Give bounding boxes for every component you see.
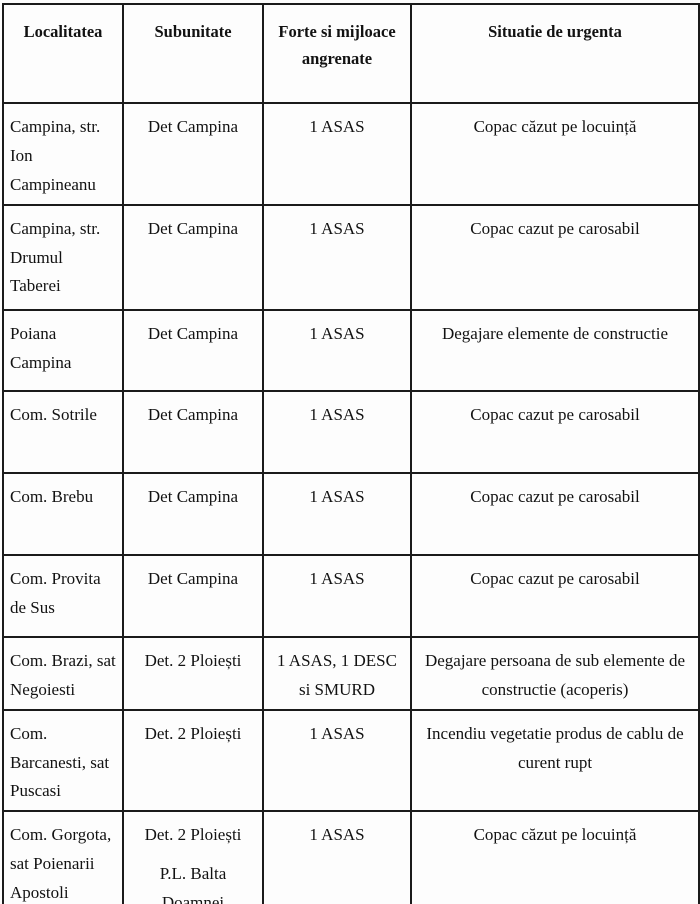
table-row: Com. Sotrile Det Campina 1 ASAS Copac ca… <box>2 389 700 474</box>
cell-forte: 1 ASAS <box>262 553 412 638</box>
emergency-situations-table: Localitatea Subunitate Forte si mijloace… <box>2 3 700 904</box>
cell-subunitate: Det. 2 Ploiești P.L. Balta Doamnei <box>122 810 264 904</box>
cell-localitate: Poiana Campina <box>2 308 124 392</box>
cell-situatie: Copac cazut pe carosabil <box>410 553 700 638</box>
header-forte-mijloace: Forte si mijloace angrenate <box>262 3 412 104</box>
cell-forte: 1 ASAS <box>262 389 412 474</box>
cell-forte: 1 ASAS <box>262 708 412 813</box>
cell-situatie: Degajare persoana de sub elemente de con… <box>410 635 700 711</box>
cell-situatie: Copac cazut pe carosabil <box>410 203 700 311</box>
cell-situatie: Incendiu vegetatie produs de cablu de cu… <box>410 708 700 813</box>
cell-forte: 1 ASAS <box>262 471 412 556</box>
cell-situatie: Degajare elemente de constructie <box>410 308 700 392</box>
cell-localitate: Com. Sotrile <box>2 389 124 474</box>
cell-subunitate: Det Campina <box>122 389 264 474</box>
table-row: Campina, str. Drumul Taberei Det Campina… <box>2 203 700 311</box>
table-row: Com. Provita de Sus Det Campina 1 ASAS C… <box>2 553 700 638</box>
table-row: Com. Brazi, sat Negoiesti Det. 2 Ploieșt… <box>2 635 700 711</box>
cell-localitate: Campina, str. Drumul Taberei <box>2 203 124 311</box>
cell-localitate: Com. Gorgota, sat Poienarii Apostoli <box>2 810 124 904</box>
table-row: Campina, str. Ion Campineanu Det Campina… <box>2 102 700 206</box>
table-row: Com. Brebu Det Campina 1 ASAS Copac cazu… <box>2 471 700 556</box>
table-row: Com. Barcanesti, sat Puscasi Det. 2 Ploi… <box>2 708 700 813</box>
table-row: Com. Gorgota, sat Poienarii Apostoli Det… <box>2 810 700 904</box>
subunitate-paragraph-2: P.L. Balta Doamnei <box>159 864 227 904</box>
cell-forte: 1 ASAS <box>262 308 412 392</box>
cell-subunitate: Det. 2 Ploiești <box>122 635 264 711</box>
cell-forte: 1 ASAS <box>262 203 412 311</box>
cell-subunitate: Det Campina <box>122 203 264 311</box>
cell-situatie: Copac cazut pe carosabil <box>410 471 700 556</box>
cell-localitate: Com. Barcanesti, sat Puscasi <box>2 708 124 813</box>
header-subunitate: Subunitate <box>122 3 264 104</box>
cell-subunitate: Det Campina <box>122 308 264 392</box>
table-row: Poiana Campina Det Campina 1 ASAS Degaja… <box>2 308 700 392</box>
cell-forte: 1 ASAS, 1 DESC si SMURD <box>262 635 412 711</box>
cell-situatie: Copac căzut pe locuință <box>410 810 700 904</box>
cell-forte: 1 ASAS <box>262 810 412 904</box>
cell-localitate: Campina, str. Ion Campineanu <box>2 102 124 206</box>
cell-subunitate: Det Campina <box>122 471 264 556</box>
cell-subunitate: Det Campina <box>122 102 264 206</box>
cell-situatie: Copac căzut pe locuință <box>410 102 700 206</box>
cell-situatie: Copac cazut pe carosabil <box>410 389 700 474</box>
subunitate-paragraph-1: Det. 2 Ploiești <box>144 825 242 845</box>
cell-forte: 1 ASAS <box>262 102 412 206</box>
cell-localitate: Com. Provita de Sus <box>2 553 124 638</box>
header-localitatea: Localitatea <box>2 3 124 104</box>
header-row: Localitatea Subunitate Forte si mijloace… <box>2 3 700 104</box>
header-situatie-urgenta: Situatie de urgenta <box>410 3 700 104</box>
cell-localitate: Com. Brebu <box>2 471 124 556</box>
cell-localitate: Com. Brazi, sat Negoiesti <box>2 635 124 711</box>
cell-subunitate: Det. 2 Ploiești <box>122 708 264 813</box>
cell-subunitate: Det Campina <box>122 553 264 638</box>
